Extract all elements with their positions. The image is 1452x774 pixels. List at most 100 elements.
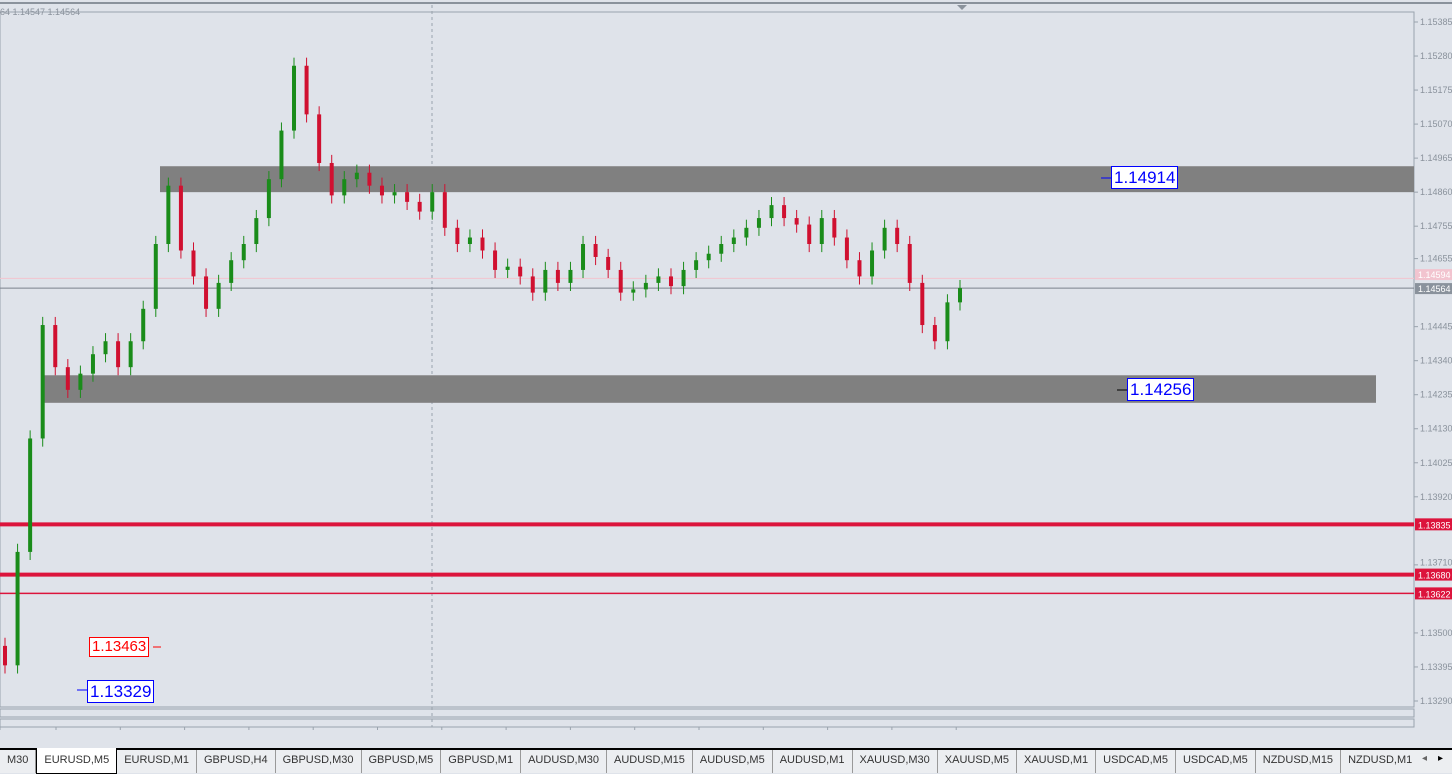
level-price-label: 1.13622: [1418, 589, 1451, 599]
candle-body: [756, 218, 761, 228]
candle-body: [794, 218, 799, 225]
scroll-right-icon[interactable]: ▸: [1438, 753, 1444, 764]
tab-xauusd-m30[interactable]: XAUUSD,M30: [853, 750, 938, 773]
tab-eurusd-m5[interactable]: EURUSD,M5: [36, 748, 118, 774]
candle-body: [958, 288, 962, 303]
candle-body: [480, 237, 485, 251]
candle-body: [530, 276, 535, 293]
tab-audusd-m5[interactable]: AUDUSD,M5: [693, 750, 773, 773]
candle-body: [317, 114, 322, 163]
candle-body: [467, 237, 472, 245]
price-tick-label: 1.14445: [1420, 322, 1452, 332]
current-price-box: [1415, 283, 1452, 295]
level-price-box: [1415, 568, 1452, 581]
price-tick-label: 1.13710: [1420, 558, 1452, 568]
price-tick-label: 1.15175: [1420, 85, 1452, 95]
candle-body: [455, 227, 460, 245]
candle-body: [731, 237, 736, 245]
candle-body: [895, 227, 900, 245]
candle-body: [631, 289, 636, 293]
candle-body: [153, 244, 158, 309]
candle-body: [581, 244, 586, 270]
candle-body: [518, 266, 523, 277]
price-tick-label: 1.13920: [1420, 492, 1452, 502]
price-chart[interactable]: 1.15385 1.15280 1.15175 1.15070 1.14965 1.148…: [0, 0, 1452, 730]
candle-body: [417, 201, 422, 212]
candle-body: [90, 354, 95, 374]
candle-body: [857, 260, 862, 277]
candle-body: [103, 341, 108, 355]
candle-body: [719, 244, 724, 254]
tab-eurusd-m1[interactable]: EURUSD,M1: [117, 750, 197, 773]
ask-price-label: 1.14594: [1418, 270, 1451, 280]
tab-usdcad-m5[interactable]: USDCAD,M5: [1176, 750, 1256, 773]
candle-body: [870, 250, 875, 277]
tab-xauusd-m1[interactable]: XAUUSD,M1: [1017, 750, 1097, 773]
level-price-label: 1.13680: [1418, 571, 1451, 581]
price-tick-label: 1.15280: [1420, 51, 1452, 61]
candle-body: [304, 65, 309, 115]
candle-body: [932, 325, 937, 342]
tab-xauusd-m5[interactable]: XAUUSD,M5: [938, 750, 1017, 773]
price-tick-label: 1.13395: [1420, 662, 1452, 672]
tab-audusd-m1[interactable]: AUDUSD,M1: [773, 750, 853, 773]
candle-body: [706, 253, 711, 261]
candle-body: [53, 325, 58, 368]
zone-label-upper: 1.14914: [1111, 166, 1179, 189]
tab-gbpusd-h4[interactable]: GBPUSD,H4: [197, 750, 276, 773]
scroll-left-icon[interactable]: ◂: [1422, 753, 1428, 764]
ohlc-info: 64 1.14547 1.14564: [0, 7, 81, 17]
scrollbar: [0, 708, 1415, 718]
level-price-label: 1.13835: [1418, 520, 1451, 530]
zone-label-lower: 1.14256: [1127, 378, 1195, 401]
price-label-blue: 1.13329: [87, 680, 155, 703]
price-tick-label: 1.14755: [1420, 221, 1452, 231]
candle-body: [819, 218, 824, 245]
candle-body: [442, 192, 447, 228]
candle-body: [216, 282, 221, 309]
chart-tabs: M30 EURUSD,M5 EURUSD,M1 GBPUSD,H4 GBPUSD,M30…: [0, 748, 1421, 774]
candle-body: [204, 276, 209, 309]
candle-body: [769, 205, 774, 219]
candle-body: [65, 367, 70, 390]
current-price-label: 1.14564: [1418, 284, 1451, 294]
candle-body: [694, 260, 699, 270]
plot-frame: [0, 11, 1415, 708]
candle-body: [266, 179, 271, 219]
level-price-box: [1415, 587, 1452, 600]
candle-body: [681, 269, 686, 287]
candle-body: [907, 244, 912, 283]
candle-body: [379, 185, 384, 196]
candle-body: [945, 302, 950, 342]
candle-body: [430, 192, 435, 212]
candle-body: [656, 276, 661, 283]
tab-nzdusd-m15[interactable]: NZDUSD,M15: [1256, 750, 1342, 773]
price-tick-label: 1.13290: [1420, 696, 1452, 706]
candle-body: [342, 179, 347, 196]
tab-gbpusd-m5[interactable]: GBPUSD,M5: [362, 750, 442, 773]
candle-body: [141, 308, 146, 342]
tab-usdcad-m5[interactable]: USDCAD,M5: [1096, 750, 1176, 773]
price-tick-label: 1.14860: [1420, 187, 1452, 197]
candle-body: [116, 341, 121, 368]
price-tick-label: 1.14965: [1420, 153, 1452, 163]
tab-gbpusd-m1[interactable]: GBPUSD,M1: [441, 750, 522, 773]
tab-gbpusd-m30[interactable]: GBPUSD,M30: [276, 750, 362, 773]
support-resistance-zone: [160, 166, 1414, 193]
tab-audusd-m15[interactable]: AUDUSD,M15: [607, 750, 693, 773]
tab-audusd-m30[interactable]: AUDUSD,M30: [521, 750, 607, 773]
tab-m30[interactable]: M30: [0, 750, 37, 773]
tab-nzdusd-m1[interactable]: NZDUSD,M1: [1341, 750, 1421, 773]
candle-body: [744, 227, 749, 238]
candle-body: [128, 341, 133, 368]
ask-price-box: [1415, 269, 1452, 281]
candle-body: [844, 237, 849, 261]
price-tick-label: 1.15070: [1420, 119, 1452, 129]
candle-body: [392, 192, 397, 196]
candle-body: [28, 438, 33, 552]
shift-marker-icon: [957, 5, 967, 10]
price-tick-label: 1.14340: [1420, 356, 1452, 366]
candle-body: [241, 244, 246, 261]
price-tick-label: 1.13500: [1420, 628, 1452, 638]
candle-body: [178, 185, 183, 251]
